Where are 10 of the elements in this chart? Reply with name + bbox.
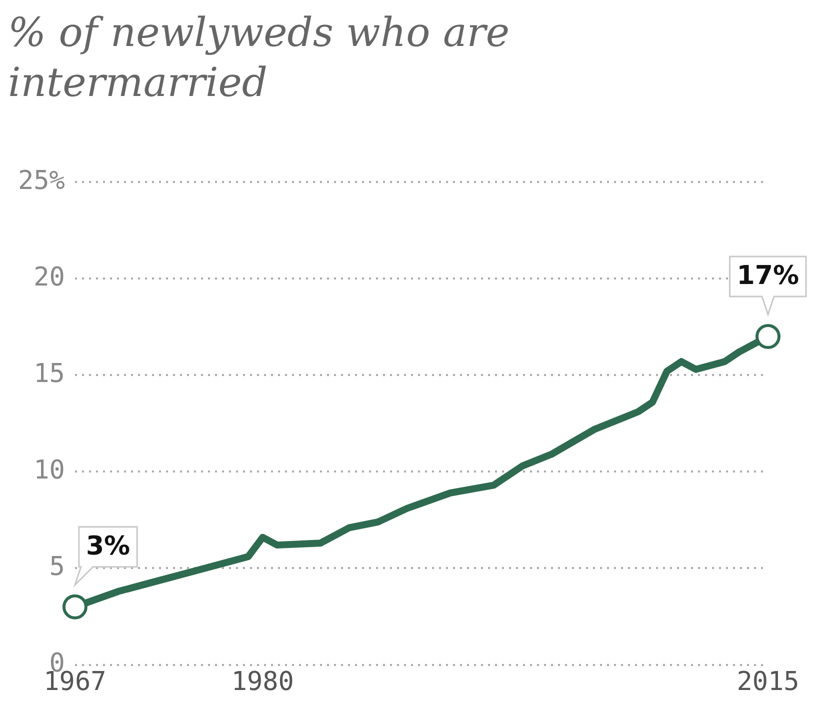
x-tick-label: 1980 <box>231 667 294 698</box>
data-label: 17% <box>736 261 799 292</box>
chart-title: % of newlyweds who are intermarried <box>8 9 511 108</box>
y-tick-label: 15 <box>34 358 65 389</box>
y-tick-label: 25% <box>18 166 66 196</box>
y-tick-label: 5 <box>49 552 65 582</box>
y-tick-label: 10 <box>34 455 65 486</box>
y-tick-label: 20 <box>34 262 65 292</box>
data-label: 3% <box>86 532 130 562</box>
x-tick-label: 2015 <box>736 667 800 698</box>
